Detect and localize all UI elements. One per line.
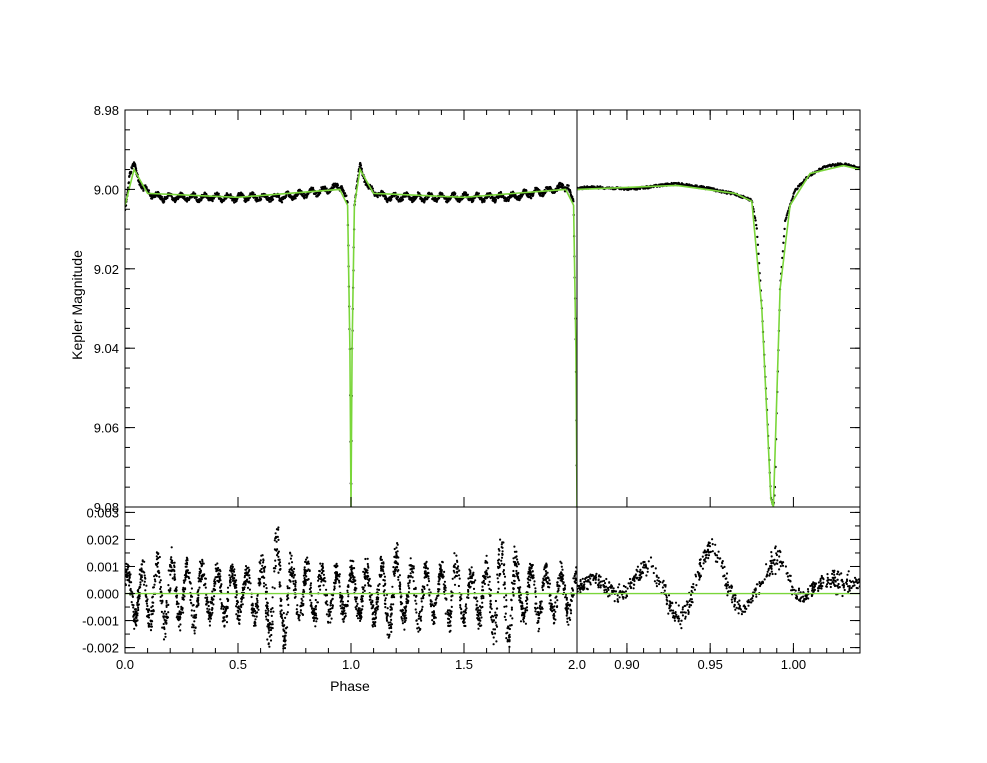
model-curve	[125, 167, 577, 507]
axes-layer: 8.98 9.00 9.02 9.04 9.06 9.080.003 0.002 0.001 0…	[82, 103, 861, 672]
x-tick-label: 0.5	[229, 657, 247, 672]
y-tick-label: -0.001	[82, 614, 119, 629]
y-axis-label: Kepler Magnitude	[69, 250, 85, 360]
observed-points	[577, 162, 860, 506]
y-tick-label: 9.06	[94, 421, 119, 436]
panel-bottom-right	[577, 538, 860, 630]
data-layer	[125, 161, 860, 653]
y-tick-label: 0.002	[86, 532, 119, 547]
x-tick-label: 2.0	[568, 657, 586, 672]
y-tick-label: 9.04	[94, 341, 119, 356]
y-tick-label: 8.98	[94, 103, 119, 118]
y-tick-label: 0.003	[86, 505, 119, 520]
y-tick-label: 9.00	[94, 182, 119, 197]
panel-frame	[576, 109, 861, 508]
x-tick-label: 1.5	[455, 657, 473, 672]
x-tick-label: 0.95	[698, 657, 723, 672]
panel-frame	[576, 506, 861, 654]
residual-points	[577, 538, 860, 630]
panel-bottom-left	[125, 526, 577, 653]
panel-top-right	[577, 162, 860, 507]
model-curve	[577, 164, 860, 507]
panel-frame	[124, 506, 578, 654]
x-tick-label: 1.00	[781, 657, 806, 672]
y-tick-label: 0.001	[86, 559, 119, 574]
y-tick-label: -0.002	[82, 641, 119, 656]
x-tick-label: 0.0	[116, 657, 134, 672]
y-tick-label: 0.000	[86, 587, 119, 602]
x-axis-label: Phase	[330, 678, 370, 694]
y-tick-label: 9.02	[94, 262, 119, 277]
panel-top-left	[125, 161, 577, 507]
y-tick-label: 9.08	[94, 500, 119, 515]
x-tick-label: 0.90	[614, 657, 639, 672]
x-tick-label: 1.0	[342, 657, 360, 672]
residual-points	[125, 526, 577, 653]
